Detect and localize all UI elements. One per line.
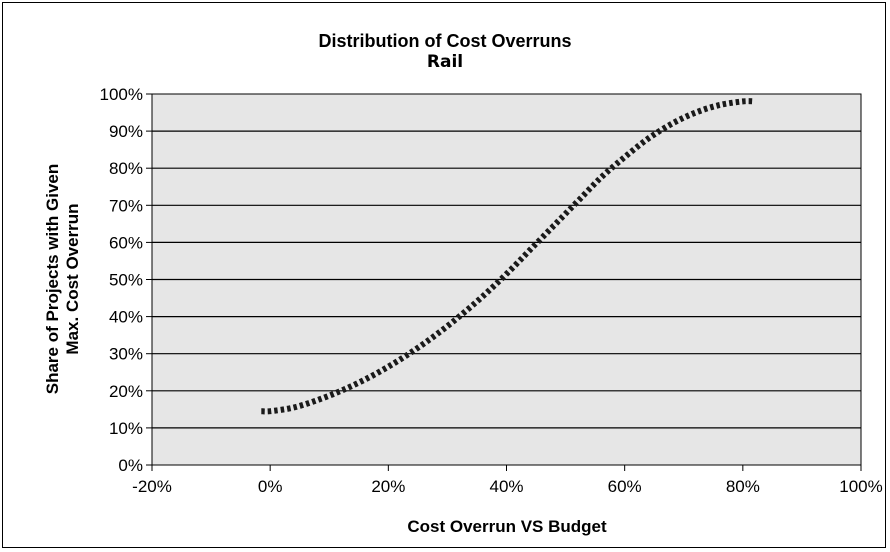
- x-tick-label: 0%: [258, 477, 283, 496]
- x-tick-label: -20%: [132, 477, 172, 496]
- y-tick-label: 10%: [109, 419, 143, 438]
- x-tick-label: 80%: [726, 477, 760, 496]
- x-tick-label: 20%: [371, 477, 405, 496]
- x-axis-label: Cost Overrun VS Budget: [407, 517, 607, 536]
- y-tick-label: 60%: [109, 233, 143, 252]
- y-axis-label-line-1: Share of Projects with Given: [43, 164, 62, 395]
- y-axis-ticks: 0% 10% 20% 30% 40% 50% 60% 70% 80% 90% 100%: [100, 85, 152, 475]
- x-axis-ticks: -20% 0% 20% 40% 60% 80% 100%: [132, 465, 883, 496]
- series-line: [261, 98, 755, 415]
- y-tick-label: 100%: [100, 85, 143, 104]
- y-tick-label: 30%: [109, 345, 143, 364]
- y-tick-label: 70%: [109, 196, 143, 215]
- y-tick-label: 80%: [109, 159, 143, 178]
- x-tick-label: 40%: [489, 477, 523, 496]
- chart-subtitle: Rail: [427, 52, 463, 72]
- x-tick-label: 100%: [839, 477, 882, 496]
- y-tick-label: 0%: [118, 456, 143, 475]
- y-axis-label: Share of Projects with Given Max. Cost O…: [43, 164, 82, 395]
- y-axis-label-line-2: Max. Cost Overrun: [63, 203, 82, 354]
- y-tick-label: 40%: [109, 308, 143, 327]
- y-tick-label: 90%: [109, 122, 143, 141]
- y-tick-label: 20%: [109, 382, 143, 401]
- x-tick-label: 60%: [608, 477, 642, 496]
- gridlines: [152, 130, 861, 429]
- data-series: [261, 98, 755, 415]
- chart-title: Distribution of Cost Overruns: [318, 31, 571, 51]
- y-tick-label: 50%: [109, 271, 143, 290]
